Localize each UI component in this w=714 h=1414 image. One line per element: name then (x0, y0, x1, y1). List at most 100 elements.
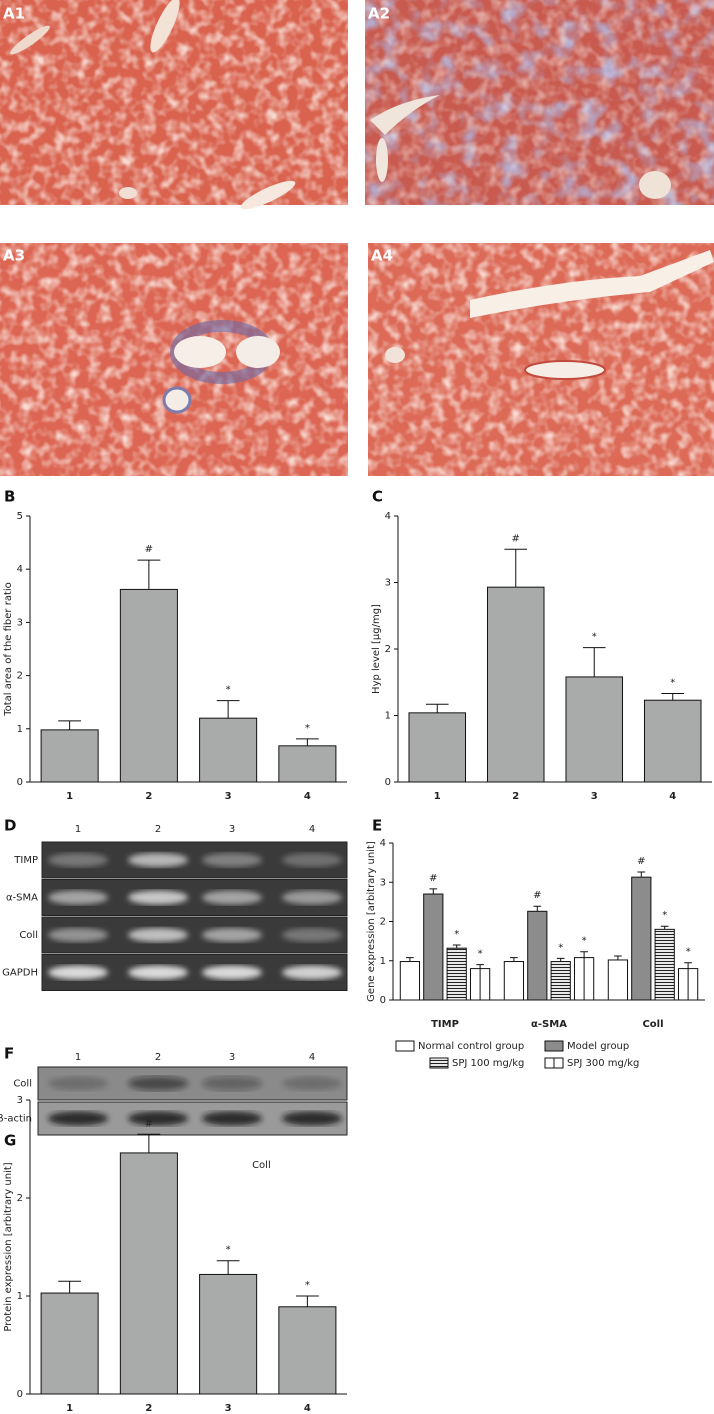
bar (550, 961, 571, 1001)
y-axis-label: Hyp level [µg/mg] (371, 604, 382, 694)
annotation: # (145, 1118, 153, 1129)
row-label: α-SMA (6, 893, 38, 904)
x-tick-label: 4 (304, 791, 311, 802)
error-bar (137, 559, 161, 590)
gel-band (128, 965, 188, 980)
y-tick-label: 4 (380, 838, 386, 849)
annotation: # (429, 873, 437, 884)
legend-swatch (429, 1057, 449, 1069)
error-bar (216, 1260, 240, 1275)
annotation: * (305, 723, 310, 734)
bar (278, 1306, 337, 1395)
lane-label: 2 (155, 1052, 161, 1063)
error-bar (661, 693, 685, 701)
x-tick-label: 3 (225, 1403, 232, 1414)
gel-band (202, 928, 262, 942)
bar (423, 893, 444, 1001)
bar (40, 1292, 99, 1395)
error-bar (452, 944, 461, 949)
lane-label: 3 (229, 1052, 235, 1063)
legend-swatch (395, 1040, 415, 1052)
error-bar (510, 957, 518, 962)
y-axis-label: Gene expression [arbitrary unit] (366, 841, 377, 1002)
panel-label: E (372, 817, 382, 835)
y-tick-label: 3 (17, 617, 23, 628)
annotation: * (305, 1280, 310, 1291)
error-bar (556, 957, 565, 962)
y-tick-label: 2 (380, 917, 386, 928)
panel-label: B (4, 488, 15, 506)
y-tick-label: 2 (385, 644, 391, 655)
gel-band (128, 890, 188, 905)
y-tick-label: 0 (380, 995, 386, 1006)
gel-band (128, 853, 188, 867)
annotation: # (637, 856, 645, 867)
panel-label: A3 (3, 247, 25, 265)
legend-label: SPJ 300 mg/kg (567, 1058, 639, 1069)
x-tick-label: 1 (66, 1403, 73, 1414)
panel-label: F (4, 1045, 14, 1063)
lane-label: 1 (75, 1052, 81, 1063)
panel-label: A1 (3, 5, 25, 23)
gel-band (48, 928, 108, 942)
gel-band (48, 853, 108, 867)
annotation: * (670, 678, 675, 689)
error-bar (295, 1295, 319, 1307)
y-tick-label: 1 (380, 956, 386, 967)
gel-band (202, 853, 262, 867)
gel-band (48, 1111, 108, 1126)
x-tick-label: 2 (512, 791, 519, 802)
bar (119, 1152, 178, 1395)
gel-band (128, 1111, 188, 1126)
y-tick-label: 0 (17, 777, 23, 788)
annotation: # (533, 890, 541, 901)
gel-band (202, 1111, 262, 1126)
annotation: # (512, 533, 520, 544)
y-axis-label: Total area of the fiber ratio (3, 582, 14, 717)
error-bar (533, 905, 542, 912)
gel-band (282, 1111, 342, 1126)
y-tick-label: 3 (380, 877, 386, 888)
annotation: * (582, 936, 587, 947)
error-bar (58, 720, 82, 730)
x-tick-label: Coll (642, 1019, 663, 1030)
error-bar (614, 955, 622, 960)
histology-a1 (0, 0, 348, 210)
panel-label: G (4, 1132, 16, 1150)
chart-title: Coll (252, 1160, 271, 1171)
bar (199, 717, 258, 783)
y-axis-label: Protein expression [arbitrary unit] (3, 1162, 14, 1331)
histology-a2 (365, 0, 714, 205)
x-tick-label: 4 (304, 1403, 311, 1414)
x-tick-label: α-SMA (531, 1019, 567, 1030)
row-label: GAPDH (2, 968, 38, 979)
error-bar (684, 962, 692, 969)
lane-label: 3 (229, 824, 235, 835)
annotation: * (662, 910, 667, 921)
x-tick-label: 1 (434, 791, 441, 802)
gel-d: 1 2 3 4 TIMP α-SMA Coll GAPDH (2, 824, 348, 991)
annotation: * (478, 949, 483, 960)
gel-band (282, 890, 342, 905)
error-bar (58, 1280, 82, 1294)
x-tick-label: 3 (225, 791, 232, 802)
legend-label: Model group (567, 1041, 629, 1052)
panel-label: A4 (371, 247, 393, 265)
error-bar (137, 1133, 161, 1153)
x-tick-label: 4 (669, 791, 676, 802)
x-tick-label: 3 (591, 791, 598, 802)
bar (631, 876, 652, 1001)
bar (607, 959, 629, 1001)
bar (643, 699, 702, 783)
annotation: # (145, 544, 153, 555)
y-tick-label: 3 (17, 1095, 23, 1106)
lane-label: 4 (309, 1052, 315, 1063)
gel-band (128, 1076, 188, 1091)
error-bar (406, 957, 414, 962)
bar (486, 586, 545, 783)
panel-label: D (4, 817, 16, 835)
gel-band (282, 928, 342, 942)
annotation: * (558, 942, 563, 953)
error-bar (637, 871, 646, 878)
